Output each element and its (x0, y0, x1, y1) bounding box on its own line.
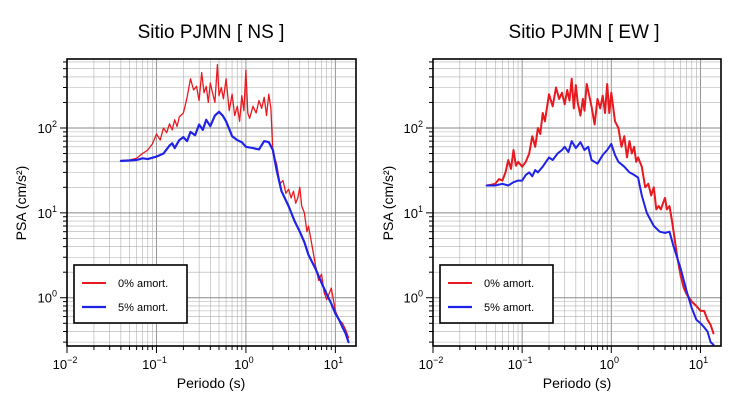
chart-title-ns: Sitio PJMN [ NS ] (138, 22, 285, 43)
y-tick-label: 102 (38, 119, 57, 136)
x-tick-label: 10−2 (53, 355, 78, 372)
legend-box (73, 264, 188, 324)
series-line-damped-5pct (119, 110, 350, 344)
legend-ew: 0% amort. 5% amort. (439, 264, 554, 324)
x-tick-label: 10−1 (142, 355, 167, 372)
legend-label: 5% amort. (484, 302, 534, 314)
series-ew (485, 77, 715, 346)
x-tick-label: 101 (689, 355, 708, 372)
x-axis-label-ew: Periodo (s) (543, 375, 611, 391)
x-axis-label-ns: Periodo (s) (177, 375, 245, 391)
x-tick-label: 10−2 (419, 355, 444, 372)
y-tick-label: 101 (38, 204, 57, 221)
chart-title-ew: Sitio PJMN [ EW ] (509, 22, 660, 43)
panel-ns: Sitio PJMN [ NS ] 10−2 10−1 100 10110010110… (13, 22, 357, 391)
y-tick-label: 100 (38, 289, 57, 306)
plot-frame-ew (432, 58, 722, 347)
legend-box (439, 264, 554, 324)
y-tick-label: 102 (404, 119, 423, 136)
grid-ns (66, 59, 356, 346)
x-tick-label: 100 (234, 355, 253, 372)
legend-label: 5% amort. (118, 302, 168, 314)
series-ns (119, 63, 350, 344)
ticks-ns: 10−2 10−1 100 101 100 101 102 (38, 61, 343, 372)
x-tick-label: 101 (324, 355, 343, 372)
y-axis-label-ns: PSA (cm/s²) (13, 166, 29, 241)
legend-label: 0% amort. (484, 278, 534, 290)
y-tick-label: 101 (404, 204, 423, 221)
y-axis-label-ew: PSA (cm/s²) (380, 166, 396, 241)
series-line-undamped (120, 63, 350, 339)
series-line-undamped (485, 77, 715, 335)
x-tick-label: 100 (600, 355, 619, 372)
legend-label: 0% amort. (118, 278, 168, 290)
panel-ew: Sitio PJMN [ EW ] 10−2 10−1 100 101 100 101 10… (380, 22, 722, 391)
series-line-damped-5pct (485, 140, 715, 346)
y-tick-label: 100 (404, 289, 423, 306)
plot-frame-ns (66, 58, 357, 347)
x-tick-label: 10−1 (508, 355, 533, 372)
legend-ns: 0% amort. 5% amort. (73, 264, 188, 324)
